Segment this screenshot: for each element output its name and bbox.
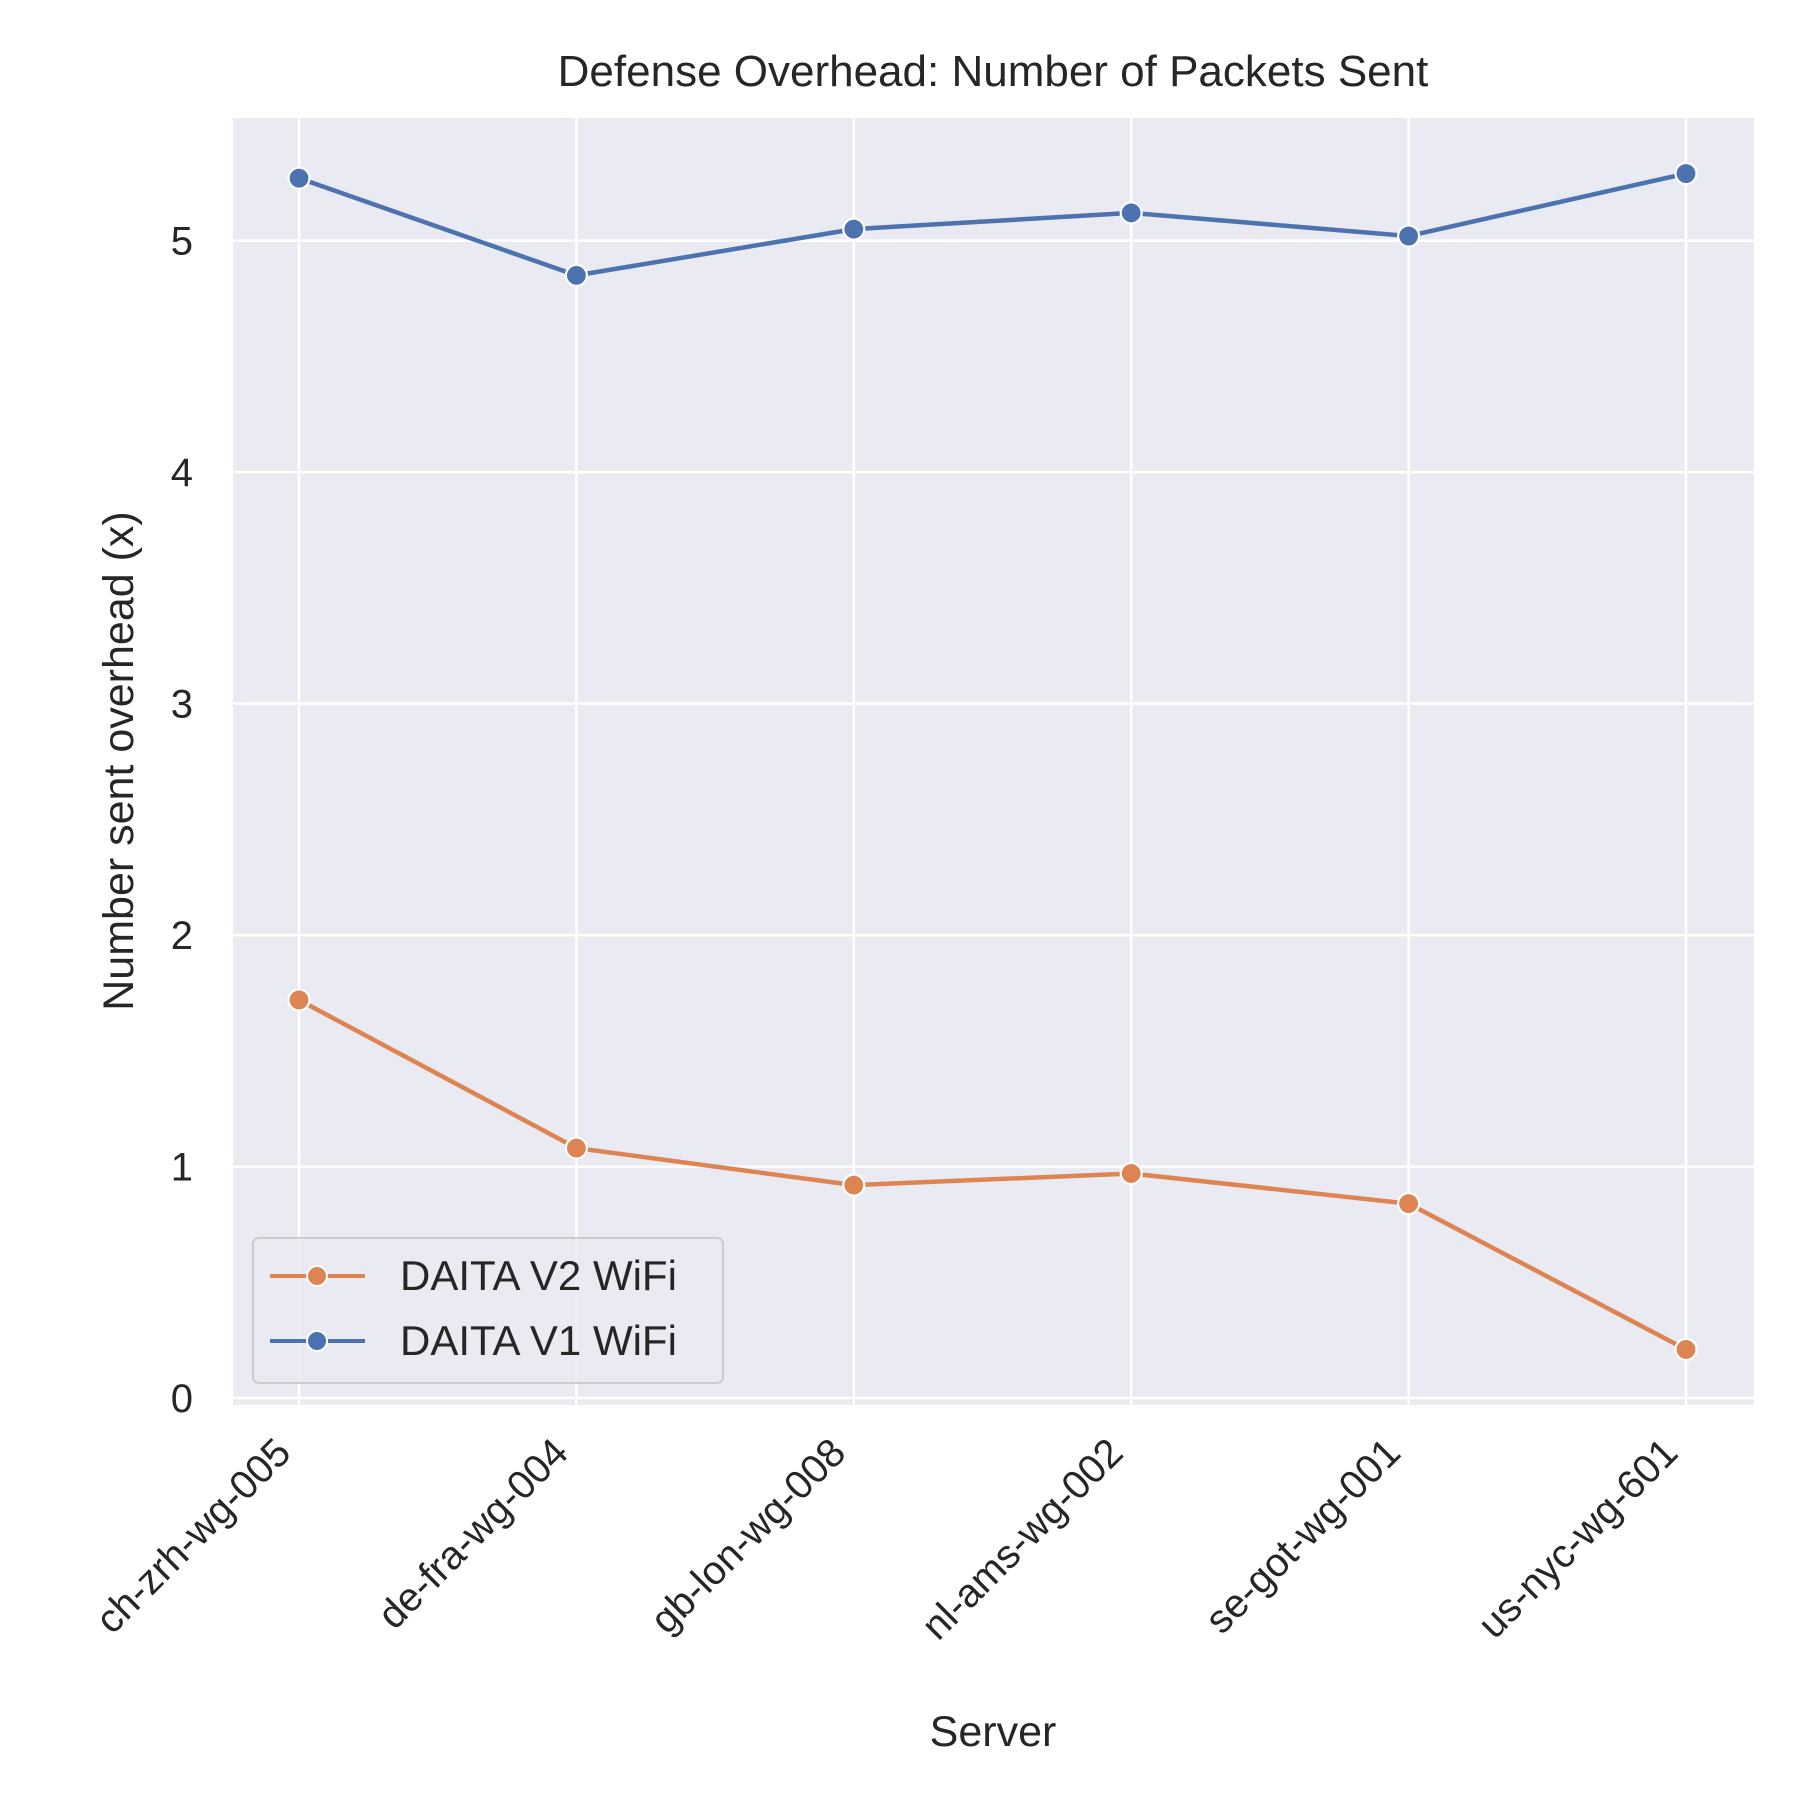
data-point: [287, 166, 311, 190]
data-point: [287, 988, 311, 1012]
x-tick-label: nl-ams-wg-002: [913, 1430, 1131, 1648]
legend-label-v2: DAITA V2 WiFi: [400, 1252, 677, 1299]
series-line: [297, 997, 1688, 1352]
data-point: [842, 217, 866, 241]
data-point: [564, 1136, 589, 1160]
y-tick-label: 2: [171, 914, 193, 958]
data-point: [1674, 1337, 1698, 1362]
x-tick-label: se-got-wg-001: [1197, 1430, 1409, 1642]
series-line: [298, 171, 1687, 278]
y-tick-label: 3: [171, 683, 193, 727]
x-tick-labels: ch-zrh-wg-005 de-fra-wg-004 gb-lon-wg-008 n…: [87, 1430, 1686, 1648]
data-point: [1396, 1192, 1421, 1216]
data-point: [1119, 201, 1143, 225]
y-tick-label: 5: [171, 220, 193, 264]
x-tick-label: de-fra-wg-004: [370, 1430, 577, 1637]
x-axis-title: Server: [930, 1708, 1057, 1756]
y-tick-label: 0: [171, 1377, 193, 1421]
y-tick-label: 4: [171, 451, 193, 495]
legend-label-v1: DAITA V1 WiFi: [400, 1317, 677, 1364]
data-point: [564, 263, 589, 288]
chart-title: Defense Overhead: Number of Packets Sent: [558, 47, 1429, 96]
plot-background: [233, 118, 1754, 1405]
data-point: [842, 1173, 866, 1197]
x-tick-label: gb-lon-wg-008: [642, 1430, 854, 1642]
grid-lines: [233, 118, 1754, 1405]
series-layer: [287, 161, 1698, 1362]
legend-marker-v1: [306, 1330, 328, 1352]
y-axis-title: Number sent overhead (x): [95, 511, 143, 1011]
x-tick-label: us-nyc-wg-601: [1470, 1430, 1687, 1647]
data-point: [1119, 1161, 1143, 1186]
x-tick-label: ch-zrh-wg-005: [87, 1430, 299, 1642]
data-point: [1396, 224, 1421, 248]
series-1: [287, 988, 1698, 1362]
legend-box: [252, 1237, 724, 1384]
series-2: [287, 161, 1698, 288]
y-tick-labels: 0 1 2 3 4 5: [171, 220, 193, 1421]
data-point: [1674, 161, 1698, 186]
legend-marker-v2: [306, 1265, 328, 1287]
legend: DAITA V2 WiFi DAITA V1 WiFi: [252, 1237, 724, 1384]
y-tick-label: 1: [171, 1146, 193, 1190]
